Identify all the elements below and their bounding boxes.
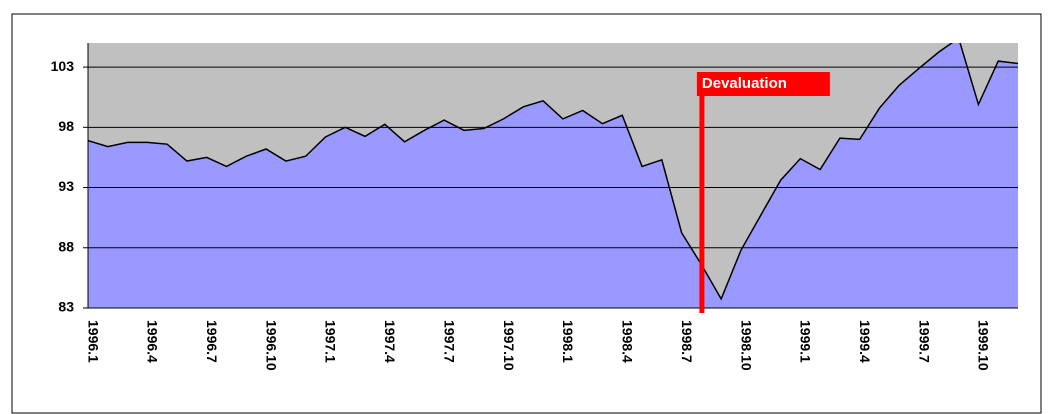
annotation-label: Devaluation: [702, 75, 787, 92]
x-tick-label: 1998.1: [560, 320, 576, 363]
x-tick-label: 1998.10: [738, 320, 754, 371]
x-tick-label: 1999.7: [916, 320, 932, 363]
y-tick-label: 98: [58, 118, 74, 134]
x-tick-label: 1997.1: [323, 320, 339, 363]
y-tick-label: 83: [58, 299, 74, 315]
plot-clip: [88, 43, 1018, 308]
x-tick-label: 1999.1: [798, 320, 814, 363]
chart-frame: [11, 13, 1042, 414]
y-tick-label: 103: [51, 58, 75, 74]
x-tick-label: 1997.4: [382, 320, 398, 363]
x-tick-label: 1996.10: [263, 320, 279, 371]
x-tick-label: 1999.4: [857, 320, 873, 363]
y-tick-label: 93: [58, 178, 74, 194]
x-tick-label: 1996.7: [204, 320, 220, 363]
x-tick-label: 1997.7: [441, 320, 457, 363]
x-tick-label: 1996.4: [145, 320, 161, 363]
x-tick-label: 1996.1: [85, 320, 101, 363]
area: [88, 43, 1018, 308]
y-tick-label: 88: [58, 238, 74, 254]
x-tick-label: 1997.10: [501, 320, 517, 371]
x-tick-label: 1998.7: [679, 320, 695, 363]
annotation-box: [696, 72, 830, 96]
x-tick-label: 1999.10: [976, 320, 992, 371]
line: [88, 43, 1018, 301]
x-tick-label: 1998.4: [620, 320, 636, 363]
